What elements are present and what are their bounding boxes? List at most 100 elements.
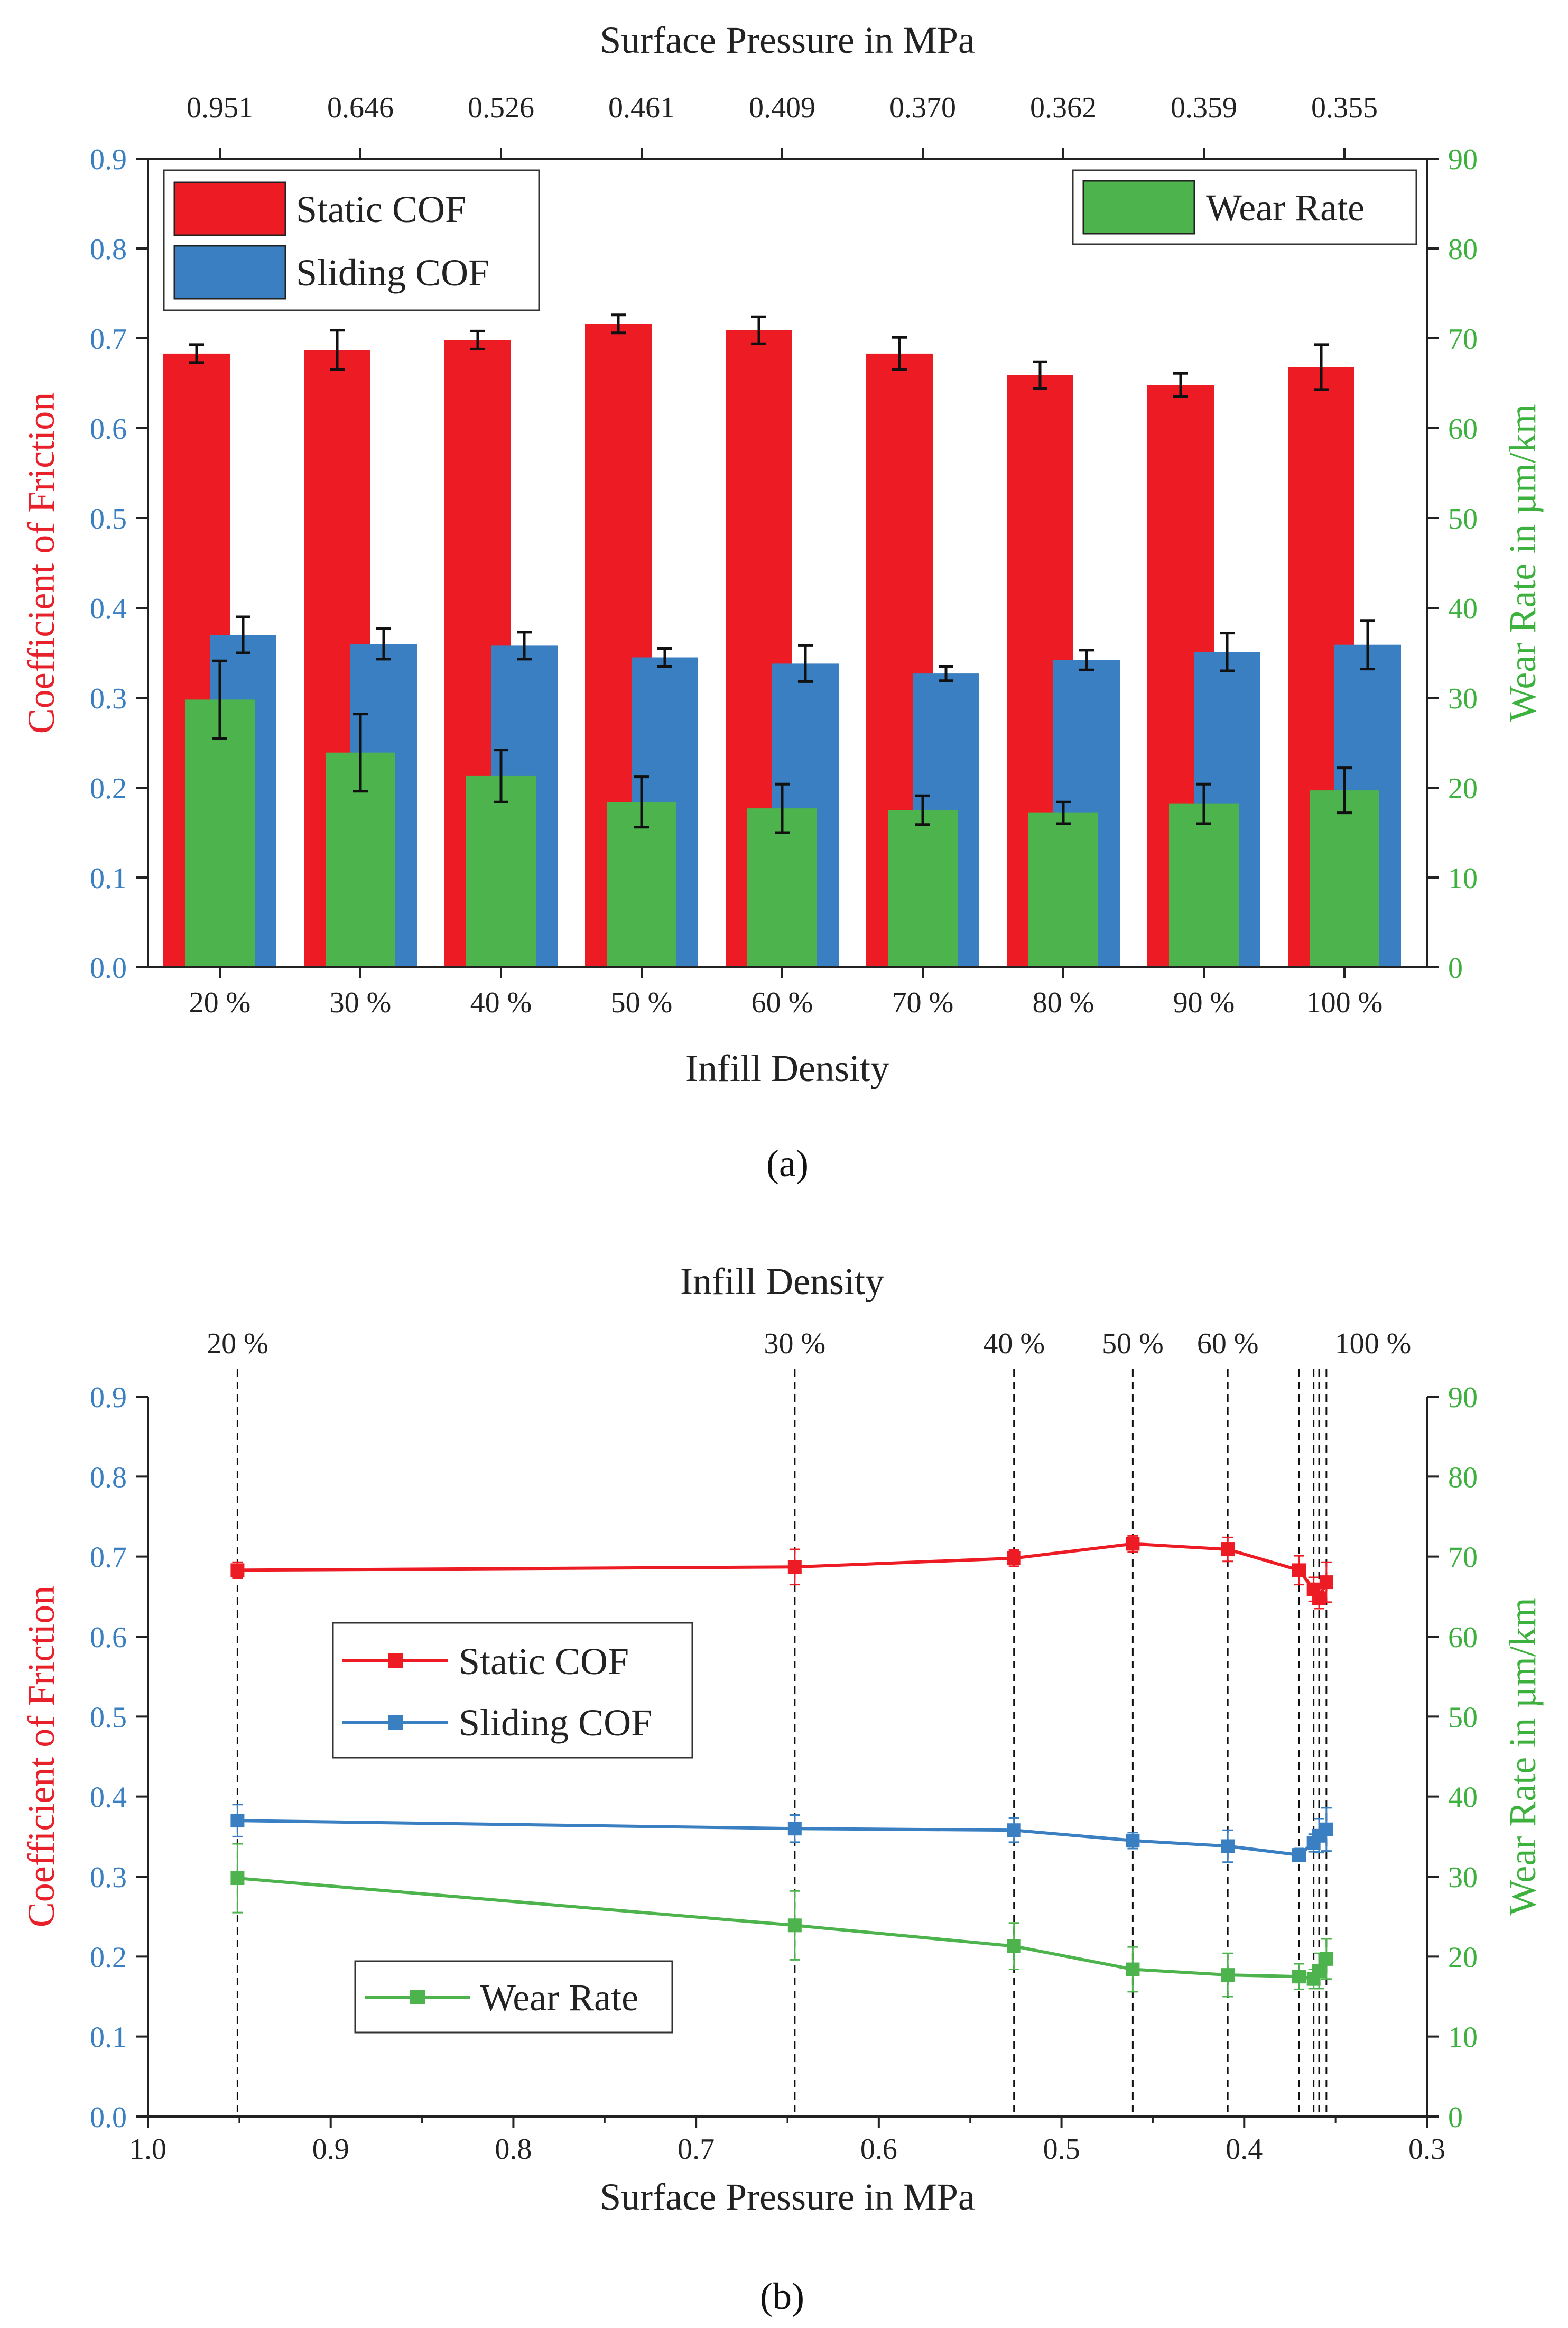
top-density-label: 50 % — [1102, 1327, 1164, 1360]
bar-wear-rate — [185, 699, 255, 967]
y-right-tick-label: 30 — [1448, 682, 1478, 715]
top-tick-label: 0.526 — [468, 91, 534, 124]
x-tick-label: 0.6 — [860, 2133, 897, 2166]
panel-b-xlabel: Surface Pressure in MPa — [600, 2176, 975, 2218]
x-tick-label: 0.5 — [1043, 2133, 1080, 2166]
y-right-tick-label: 20 — [1448, 772, 1478, 805]
x-tick-label: 0.3 — [1408, 2133, 1445, 2166]
point-sliding-cof — [1126, 1833, 1140, 1847]
point-sliding-cof — [1292, 1848, 1306, 1862]
y-right-tick-label: 0 — [1448, 952, 1463, 985]
y-right-tick-label: 40 — [1448, 593, 1478, 625]
bar-wear-rate — [888, 810, 958, 967]
point-sliding-cof — [1221, 1839, 1235, 1853]
point-wear-rate — [1319, 1952, 1333, 1966]
legend-static-label: Static COF — [459, 1640, 629, 1683]
point-static-cof — [1221, 1542, 1235, 1557]
legend-static-marker — [388, 1653, 403, 1668]
bar-wear-rate — [1028, 812, 1098, 967]
x-tick-label: 0.7 — [678, 2133, 715, 2166]
top-tick-label: 0.646 — [327, 91, 394, 124]
y-left-tick-label: 0.2 — [90, 1941, 127, 1974]
y-left-tick-label: 0.4 — [90, 1781, 127, 1814]
x-tick-label: 60 % — [751, 986, 813, 1019]
y-left-tick-label: 0.3 — [90, 1861, 127, 1894]
legend-sliding-label: Sliding COF — [459, 1702, 652, 1744]
panel-a-bars — [163, 324, 1401, 968]
y-right-tick-label: 90 — [1448, 143, 1478, 176]
panel-b-markers — [230, 1537, 1333, 1986]
y-right-tick-label: 50 — [1448, 1701, 1478, 1734]
panel-b-error-bars — [232, 1535, 1332, 1998]
top-density-label: 60 % — [1197, 1327, 1259, 1360]
x-tick-label: 40 % — [470, 986, 532, 1019]
top-tick-label: 0.409 — [749, 91, 815, 124]
point-wear-rate — [230, 1871, 245, 1886]
x-tick-label: 1.0 — [129, 2133, 166, 2166]
point-wear-rate — [1292, 1970, 1306, 1984]
y-left-tick-label: 0.3 — [90, 682, 127, 715]
y-left-tick-label: 0.2 — [90, 772, 127, 805]
x-tick-label: 80 % — [1033, 986, 1094, 1019]
legend-static-label: Static COF — [296, 188, 466, 230]
y-left-tick-label: 0.5 — [90, 503, 127, 535]
x-tick-label: 50 % — [611, 986, 673, 1019]
legend-sliding-swatch — [173, 245, 286, 300]
top-density-label: 100 % — [1335, 1327, 1412, 1360]
point-sliding-cof — [230, 1814, 245, 1828]
point-sliding-cof — [1319, 1822, 1333, 1836]
y-left-tick-label: 0.4 — [90, 593, 127, 625]
point-sliding-cof — [1007, 1823, 1021, 1837]
top-density-label: 20 % — [207, 1327, 268, 1360]
panel-b-legend-wear: Wear Rate — [354, 1960, 673, 2034]
point-static-cof — [1007, 1551, 1021, 1565]
point-static-cof — [787, 1560, 802, 1574]
point-sliding-cof — [787, 1822, 802, 1836]
point-static-cof — [1292, 1563, 1306, 1577]
y-left-tick-label: 0.1 — [90, 862, 127, 895]
y-right-tick-label: 20 — [1448, 1941, 1478, 1974]
point-wear-rate — [1221, 1968, 1235, 1982]
y-left-tick-label: 0.7 — [90, 1541, 127, 1574]
y-right-tick-label: 80 — [1448, 233, 1478, 266]
y-left-tick-label: 0.0 — [90, 952, 127, 985]
legend-wear-swatch — [1082, 180, 1195, 235]
point-wear-rate — [1126, 1962, 1140, 1976]
top-tick-label: 0.370 — [889, 91, 956, 124]
top-density-label: 40 % — [983, 1327, 1045, 1360]
point-wear-rate — [1312, 1964, 1326, 1978]
legend-box — [332, 1622, 693, 1759]
panel-a-axis-ticks: 20 % 0.951 30 % 0.646 40 % 0.526 50 % 0.461 60 %… — [90, 91, 1478, 1019]
panel-b-legend-cof: Static COF Sliding COF — [332, 1622, 693, 1759]
y-left-tick-label: 0.9 — [90, 143, 127, 176]
panel-a-legend-left: Static COF Sliding COF — [163, 169, 540, 311]
panel-b-top-title: Infill Density — [680, 1260, 884, 1302]
y-right-tick-label: 40 — [1448, 1781, 1478, 1814]
x-tick-label: 0.4 — [1226, 2133, 1263, 2166]
point-static-cof — [230, 1563, 245, 1577]
y-left-tick-label: 0.8 — [90, 233, 127, 266]
point-static-cof — [1312, 1591, 1326, 1605]
point-static-cof — [1319, 1575, 1333, 1590]
x-tick-label: 0.9 — [312, 2133, 349, 2166]
panel-b-axis-ticks: 20 % 30 % 40 % 50 % 60 % 100 % 1.0 0.9 0.8 0.7 0.6… — [90, 1327, 1478, 2166]
bar-wear-rate — [466, 775, 536, 967]
y-right-tick-label: 0 — [1448, 2101, 1463, 2134]
line-static-cof — [237, 1542, 1328, 1602]
panel-b-series-lines — [237, 1542, 1328, 1981]
panel-a-ylabel-left: Coefficient of Friction — [20, 392, 62, 734]
y-right-tick-label: 90 — [1448, 1381, 1478, 1414]
y-left-tick-label: 0.5 — [90, 1701, 127, 1734]
y-right-tick-label: 30 — [1448, 1861, 1478, 1894]
legend-wear-label: Wear Rate — [480, 1976, 638, 2019]
top-tick-label: 0.355 — [1311, 91, 1378, 124]
point-static-cof — [1126, 1537, 1140, 1551]
y-left-tick-label: 0.9 — [90, 1381, 127, 1414]
y-left-tick-label: 0.0 — [90, 2101, 127, 2134]
legend-static-swatch — [173, 181, 286, 236]
panel-a-bar-chart: 20 % 0.951 30 % 0.646 40 % 0.526 50 % 0.461 60 %… — [20, 19, 1544, 1185]
x-tick-label: 0.8 — [495, 2133, 532, 2166]
x-tick-label: 20 % — [189, 986, 251, 1019]
point-wear-rate — [787, 1918, 802, 1933]
panel-a-error-bars — [189, 313, 1375, 834]
